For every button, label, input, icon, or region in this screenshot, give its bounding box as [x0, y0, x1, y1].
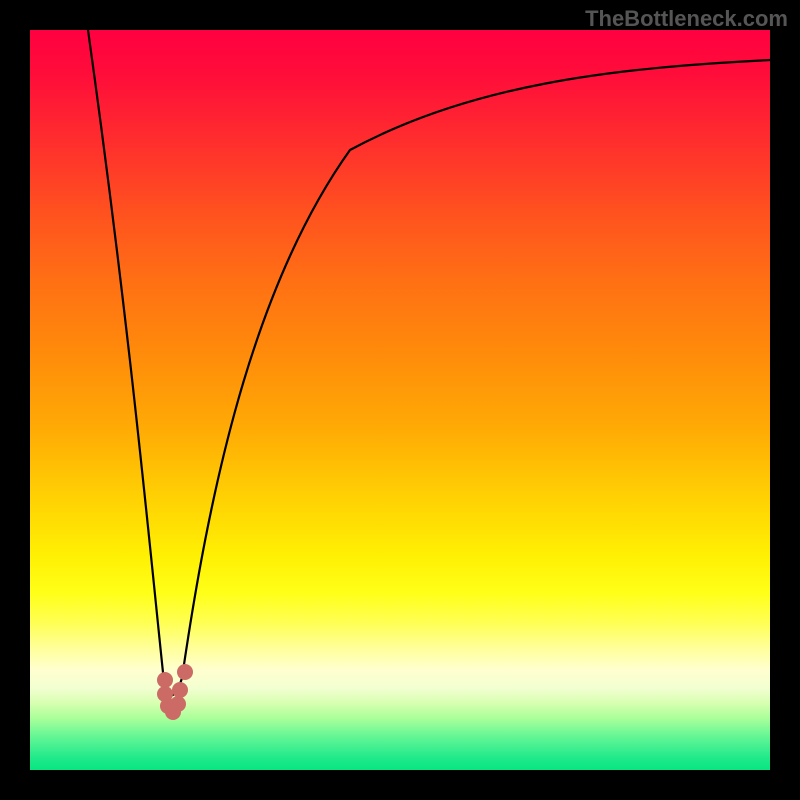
data-point — [170, 696, 186, 712]
data-point — [177, 664, 193, 680]
plot-area — [30, 30, 770, 770]
data-point — [157, 672, 173, 688]
data-point — [172, 682, 188, 698]
data-markers — [30, 30, 770, 770]
watermark-text: TheBottleneck.com — [585, 6, 788, 32]
